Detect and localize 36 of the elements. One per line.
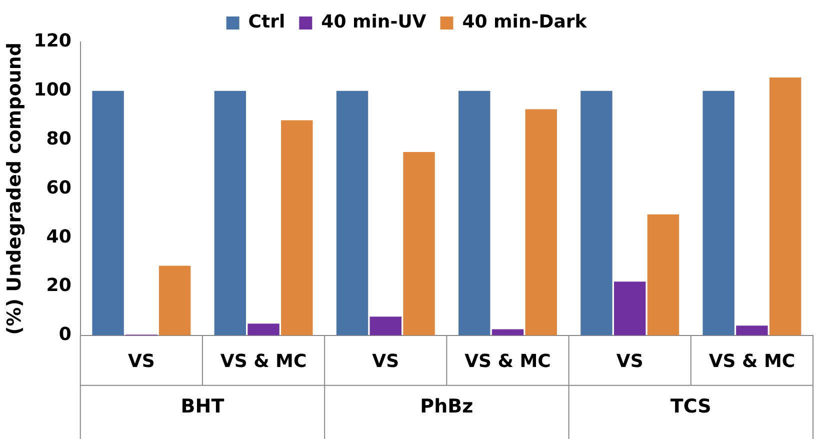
text: BHT <box>180 395 224 418</box>
y-tick-label: 100 <box>34 80 72 101</box>
text: TCS <box>670 395 712 418</box>
bar <box>702 90 734 336</box>
y-tick-label: 40 <box>46 226 72 248</box>
bar <box>769 77 802 336</box>
x-tick-label: VS <box>128 350 155 372</box>
y-tick-label: 0 <box>58 324 72 346</box>
y-axis-title: (%) Undegraded compound <box>3 42 26 335</box>
bar <box>614 282 646 336</box>
bar <box>248 324 280 336</box>
x-tick-label: VS <box>616 350 644 372</box>
bar <box>158 266 191 336</box>
legend-label: 40 min-UV <box>321 12 426 33</box>
bar <box>92 90 124 336</box>
y-tick-label: 80 <box>46 128 72 150</box>
bar <box>458 90 490 336</box>
bar <box>403 152 435 336</box>
legend-label: Ctrl <box>248 12 286 33</box>
bar <box>336 90 368 336</box>
y-tick-label: 20 <box>46 275 72 296</box>
x-tick-label: VS & MC <box>464 350 551 372</box>
bar <box>525 109 557 336</box>
legend-label: 40 min-Dark <box>462 12 588 33</box>
y-tick-label: 120 <box>34 30 72 52</box>
y-tick-label: 60 <box>46 177 72 198</box>
x-tick-label: VS & MC <box>708 350 796 372</box>
bar <box>214 90 246 336</box>
bar <box>370 316 402 336</box>
bar <box>736 326 768 336</box>
bar <box>281 120 313 336</box>
x-tick-label: VS <box>372 350 400 372</box>
bar <box>647 214 680 336</box>
bar <box>580 90 612 336</box>
x-tick-label: VS & MC <box>220 350 307 372</box>
text: PhBz <box>420 395 474 418</box>
